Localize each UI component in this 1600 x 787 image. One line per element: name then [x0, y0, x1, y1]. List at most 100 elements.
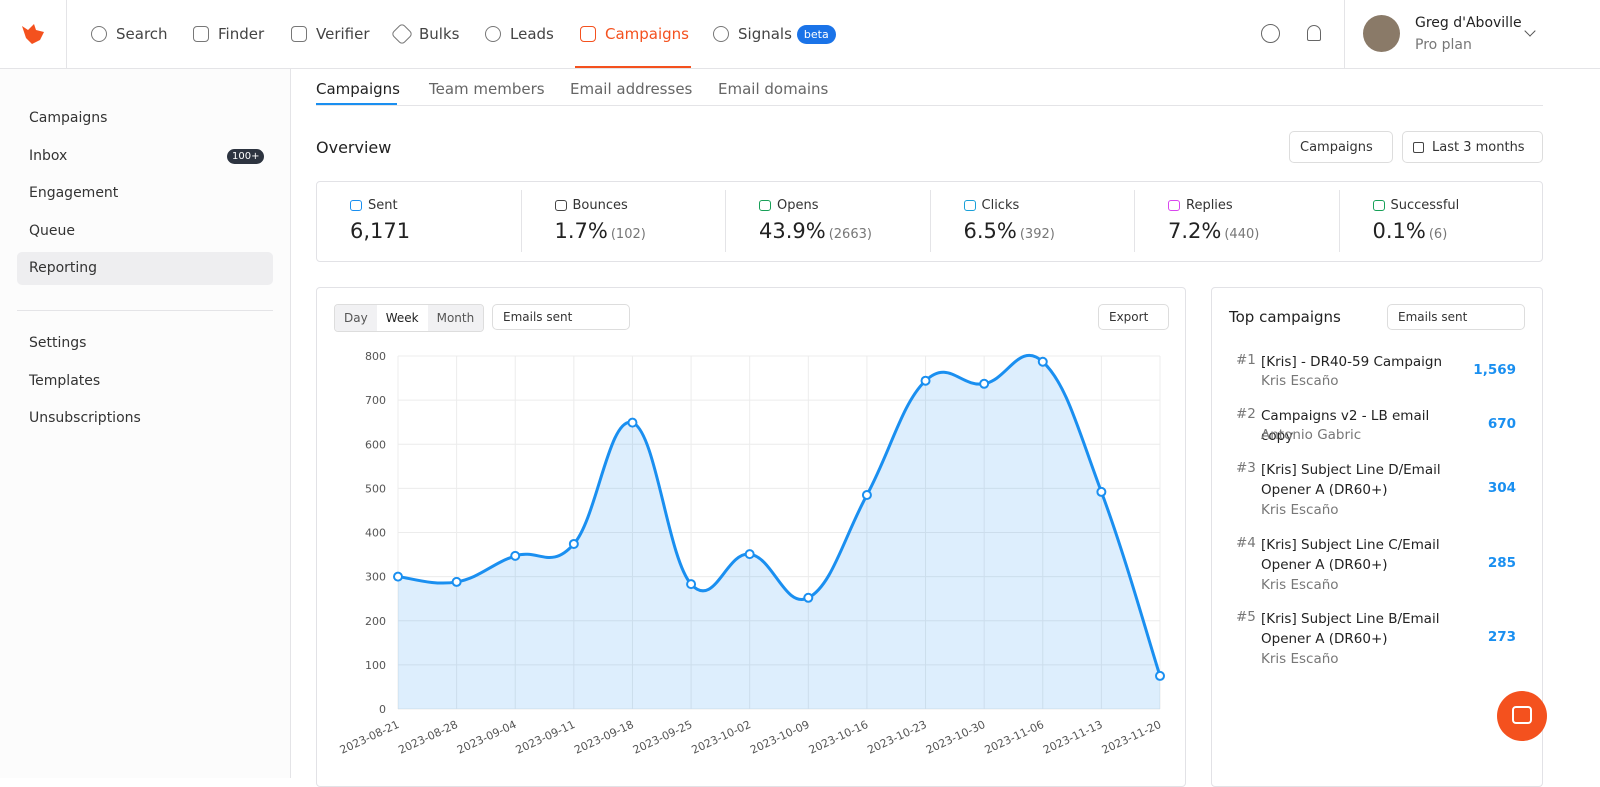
nav-label[interactable]: Finder	[218, 25, 265, 43]
metric-dropdown[interactable]: Emails sent	[1387, 304, 1525, 330]
nav-finder[interactable]: Finder	[193, 0, 264, 68]
campaign-count: 285	[1487, 555, 1516, 571]
point	[744, 549, 755, 560]
metric-dropdown[interactable]: Emails sent	[492, 304, 630, 330]
side-item[interactable]: Templates	[29, 373, 101, 389]
stat-label-row: Opens	[759, 198, 929, 213]
logo[interactable]	[20, 22, 46, 46]
campaign-name[interactable]: [Kris] Subject Line B/Email Opener A (DR…	[1261, 611, 1440, 647]
y-tick-label: 500	[365, 482, 386, 495]
section-title: Overview	[316, 138, 392, 157]
side-item[interactable]: Inbox	[29, 148, 68, 164]
tab[interactable]: Team members	[429, 80, 545, 98]
stat: Replies 7.2% (440)	[1134, 182, 1338, 260]
stat: Clicks 6.5% (392)	[930, 182, 1134, 260]
help-icon[interactable]	[1261, 24, 1280, 43]
x-tick-label: 2023-09-18	[572, 718, 635, 757]
stat-count: (6)	[1428, 227, 1448, 242]
stat-value-row: 6,171	[350, 219, 520, 243]
dropdown-label[interactable]: Emails sent	[1398, 310, 1468, 324]
stat-value: 6,171	[350, 219, 411, 243]
x-tick-label: 2023-10-02	[690, 718, 753, 757]
nav-label[interactable]: Bulks	[419, 25, 460, 43]
button-label[interactable]: Export	[1109, 310, 1149, 324]
point	[627, 417, 638, 428]
nav-campaigns[interactable]: Campaigns	[580, 0, 689, 68]
stat-label: Replies	[1186, 198, 1233, 213]
campaign-row[interactable]: #3 [Kris] Subject Line D/Email Opener A (…	[1226, 460, 1526, 520]
dropdown-label[interactable]: Last 3 months	[1432, 139, 1525, 155]
stat-value-row: 0.1% (6)	[1373, 219, 1543, 243]
nav-bulks[interactable]: Bulks	[390, 0, 460, 68]
stat-value: 0.1%	[1372, 219, 1426, 243]
campaign-count: 273	[1487, 629, 1516, 645]
side-item[interactable]: Queue	[29, 223, 75, 239]
stat-label: Bounces	[572, 198, 628, 213]
user-name[interactable]: Greg d'Aboville	[1415, 15, 1522, 31]
campaign-name[interactable]: [Kris] Subject Line C/Email Opener A (DR…	[1261, 537, 1440, 573]
filter-dropdown[interactable]: Campaigns	[1289, 131, 1393, 163]
period-button[interactable]: Day	[335, 305, 377, 331]
campaign-row[interactable]: #5 [Kris] Subject Line B/Email Opener A (…	[1226, 609, 1526, 669]
point	[861, 489, 872, 500]
area	[398, 355, 1160, 709]
side-item[interactable]: Settings	[29, 335, 87, 351]
point	[510, 550, 521, 561]
dropdown-label[interactable]: Campaigns	[1300, 139, 1373, 155]
stat-label: Successful	[1390, 198, 1460, 213]
campaign-name[interactable]: Campaigns v2 - LB email copy	[1261, 408, 1430, 444]
x-tick-label: 2023-08-21	[338, 718, 401, 757]
campaign-row[interactable]: #1 [Kris] - DR40-59 Campaign Kris Escaño 1,…	[1226, 352, 1526, 412]
stat-value: 6.5%	[963, 219, 1017, 243]
top-card	[1211, 287, 1543, 787]
side-item[interactable]: Reporting	[29, 260, 98, 276]
export-button[interactable]: Export	[1098, 304, 1169, 330]
campaign-row[interactable]: #4 [Kris] Subject Line C/Email Opener A (…	[1226, 535, 1526, 595]
nav-search[interactable]: Search	[91, 0, 168, 68]
x-tick-label: 2023-09-25	[631, 718, 694, 757]
chevron[interactable]	[1524, 25, 1536, 37]
x-tick-label: 2023-08-28	[396, 718, 459, 757]
side-item[interactable]: Engagement	[29, 185, 119, 201]
campaign-name[interactable]: [Kris] Subject Line D/Email Opener A (DR…	[1261, 462, 1441, 498]
tab[interactable]: Email addresses	[570, 80, 693, 98]
campaign-owner: Antonio Gabric	[1261, 427, 1362, 443]
card-title: Top campaigns	[1229, 308, 1341, 326]
period-button[interactable]: Week	[376, 305, 428, 331]
nav-label[interactable]: Verifier	[316, 25, 370, 43]
campaign-owner: Kris Escaño	[1261, 651, 1339, 667]
x-tick-label: 2023-09-11	[514, 718, 577, 757]
chat-button[interactable]	[1497, 691, 1547, 741]
campaign-name[interactable]: [Kris] - DR40-59 Campaign	[1261, 354, 1443, 370]
stat-label: Opens	[777, 198, 819, 213]
range-dropdown[interactable]: Last 3 months	[1402, 131, 1543, 163]
tab[interactable]: Email domains	[718, 80, 829, 98]
dropdown-label[interactable]: Emails sent	[503, 310, 573, 324]
bell-icon[interactable]	[1307, 25, 1321, 41]
period-button[interactable]: Month	[427, 305, 484, 331]
campaign-rank: #1	[1236, 352, 1256, 368]
nav-label[interactable]: Leads	[510, 25, 554, 43]
campaign-owner: Kris Escaño	[1261, 502, 1339, 518]
campaign-owner: Kris Escaño	[1261, 373, 1339, 389]
x-tick-label: 2023-11-20	[1100, 718, 1163, 757]
avatar[interactable]	[1363, 15, 1400, 52]
nav-label[interactable]: Campaigns	[605, 25, 690, 43]
nav-signals[interactable]: Signals beta	[713, 0, 836, 68]
side-item[interactable]: Campaigns	[29, 110, 108, 126]
campaign-row[interactable]: #2 Campaigns v2 - LB email copy Antonio Ga…	[1226, 406, 1526, 466]
campaign-count: 1,569	[1473, 362, 1516, 378]
tab[interactable]: Campaigns	[316, 80, 401, 98]
campaign-rank: #3	[1236, 460, 1256, 476]
point	[1096, 486, 1107, 497]
nav-leads[interactable]: Leads	[485, 0, 554, 68]
stat-label-row: Replies	[1168, 198, 1338, 213]
nav-label[interactable]: Signals	[738, 25, 792, 43]
point	[1037, 356, 1048, 367]
nav-label[interactable]: Search	[116, 25, 168, 43]
nav-verifier[interactable]: Verifier	[291, 0, 370, 68]
side-item[interactable]: Unsubscriptions	[29, 410, 141, 426]
stat-value: 1.7%	[554, 219, 608, 243]
x-tick-label: 2023-10-30	[924, 718, 987, 757]
